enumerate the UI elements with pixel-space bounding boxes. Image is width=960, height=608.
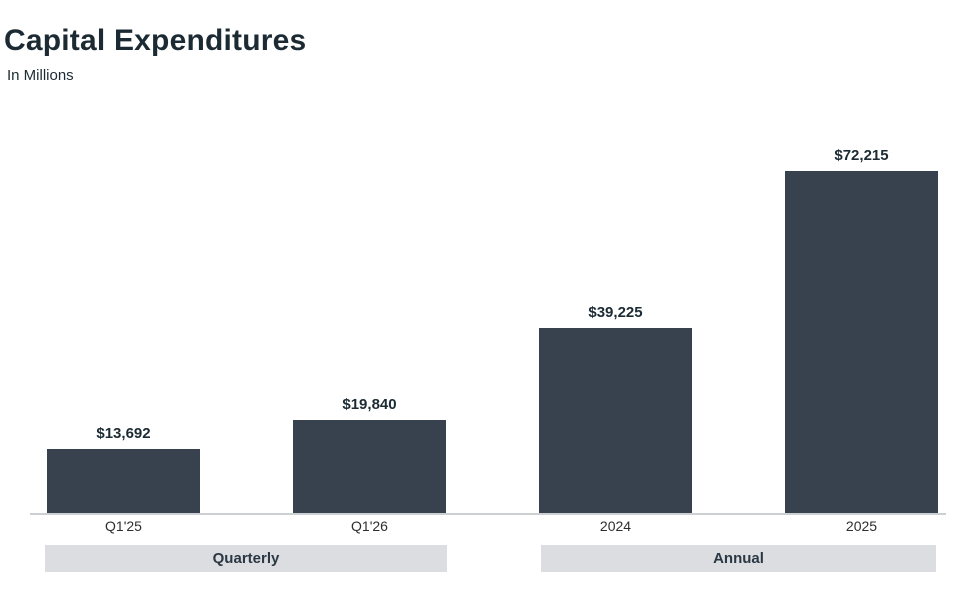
x-tick-label-q125: Q1'25 [105, 518, 142, 534]
bar-2025 [785, 171, 938, 514]
chart-subtitle: In Millions [7, 67, 74, 84]
x-tick-label-q126: Q1'26 [351, 518, 388, 534]
bar-group-q126: $19,840 [293, 396, 446, 514]
group-band-label-annual: Annual [713, 550, 764, 567]
group-band-label-quarterly: Quarterly [212, 550, 280, 567]
group-band-annual: Annual [541, 545, 936, 572]
bar-value-label: $19,840 [342, 396, 397, 413]
bar-group-q125: $13,692 [47, 425, 200, 514]
x-tick-label-2024: 2024 [599, 518, 632, 534]
bar-group-2024: $39,225 [539, 304, 692, 514]
group-band-quarterly: Quarterly [45, 545, 447, 572]
bar-q126 [293, 420, 446, 514]
bar-group-2025: $72,215 [785, 147, 938, 514]
chart-title: Capital Expenditures [4, 24, 307, 57]
bar-value-label: $72,215 [834, 147, 889, 164]
x-tick-label-2025: 2025 [845, 518, 878, 534]
x-axis-line [30, 513, 946, 515]
bar-2024 [539, 328, 692, 514]
bar-chart: $13,692 $19,840 $39,225 $72,215 [0, 120, 960, 514]
bar-value-label: $13,692 [96, 425, 151, 442]
bar-value-label: $39,225 [588, 304, 643, 321]
bar-q125 [47, 449, 200, 514]
